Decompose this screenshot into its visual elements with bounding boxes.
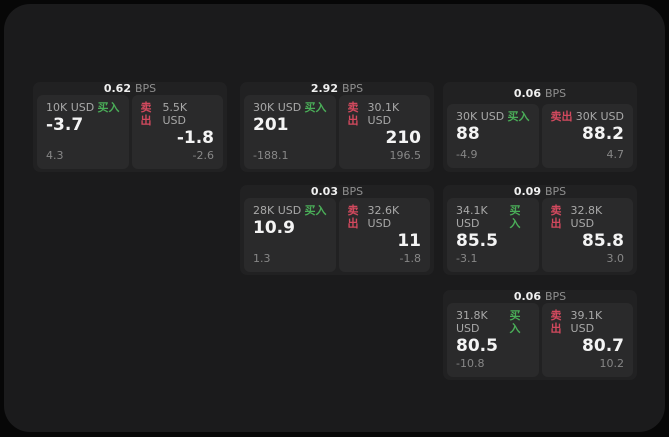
bps-unit: BPS — [341, 185, 364, 198]
buy-side-label: 买入 — [509, 309, 521, 336]
sell-quote-value: 210 — [385, 128, 422, 149]
buy-tile[interactable]: 34.1K USD 买入 85.5 -3.1 — [447, 198, 539, 272]
bps-value: 0.06 — [513, 86, 541, 100]
card-header: 0.06 BPS — [443, 82, 637, 104]
buy-amount-label: 30K USD — [253, 101, 302, 114]
sell-side-label: 卖出 — [550, 309, 562, 336]
buy-amount-label: 34.1K USD — [456, 204, 488, 231]
quote-card-5: 0.09 BPS 34.1K USD 买入 85.5 -3.1 卖出 32.8K… — [443, 185, 637, 275]
buy-quote-value: 10.9 — [253, 218, 295, 239]
sell-side-label: 卖出 — [550, 204, 562, 231]
sell-amount-label: 30K USD — [575, 110, 624, 123]
buy-side-label: 买入 — [97, 101, 120, 114]
sell-tile[interactable]: 卖出 30K USD 88.2 4.7 — [541, 104, 633, 168]
sell-delta-value: -2.6 — [192, 148, 214, 162]
buy-tile[interactable]: 28K USD 买入 10.9 1.3 — [244, 198, 336, 272]
buy-tile[interactable]: 30K USD 买入 88 -4.9 — [447, 104, 539, 168]
buy-amount-label: 28K USD — [253, 204, 302, 217]
buy-side-label: 买入 — [304, 101, 327, 114]
quote-card-6: 0.06 BPS 31.8K USD 买入 80.5 -10.8 卖出 39.1… — [443, 290, 637, 380]
buy-delta-value: 4.3 — [46, 148, 64, 162]
buy-amount-label: 30K USD — [456, 110, 505, 123]
sell-amount-label: 32.8K USD — [570, 204, 603, 231]
buy-side-label: 买入 — [304, 204, 327, 217]
buy-delta-value: -188.1 — [253, 148, 289, 162]
buy-quote-value: 85.5 — [456, 231, 498, 252]
sell-quote-value: 11 — [397, 231, 421, 252]
sell-side-label: 卖出 — [347, 101, 359, 128]
sell-side-label: 卖出 — [550, 110, 573, 123]
buy-quote-value: 88 — [456, 124, 480, 145]
sell-tile[interactable]: 卖出 32.6K USD 11 -1.8 — [338, 198, 430, 272]
quote-card-2: 2.92 BPS 30K USD 买入 201 -188.1 卖出 30.1K … — [240, 82, 434, 172]
buy-amount-label: 31.8K USD — [456, 309, 488, 336]
buy-quote-value: 80.5 — [456, 336, 498, 357]
bps-unit: BPS — [544, 290, 567, 303]
sell-quote-value: 85.8 — [582, 231, 624, 252]
quote-card-1: 0.62 BPS 10K USD 买入 -3.7 4.3 卖出 5.5K USD… — [33, 82, 227, 172]
sell-side-label: 卖出 — [347, 204, 359, 231]
sell-quote-value: 80.7 — [582, 336, 624, 357]
sell-amount-label: 32.6K USD — [367, 204, 400, 231]
sell-side-label: 卖出 — [140, 101, 152, 128]
sell-tile[interactable]: 卖出 5.5K USD -1.8 -2.6 — [131, 95, 223, 169]
sell-delta-value: 196.5 — [389, 148, 422, 162]
buy-delta-value: -10.8 — [456, 356, 485, 370]
bps-value: 0.09 — [513, 185, 541, 198]
sell-tile[interactable]: 卖出 30.1K USD 210 196.5 — [338, 95, 430, 169]
bps-unit: BPS — [544, 185, 567, 198]
card-header: 0.09 BPS — [443, 185, 637, 198]
sell-quote-value: -1.8 — [176, 128, 214, 149]
sell-delta-value: 3.0 — [606, 251, 625, 265]
sell-tile[interactable]: 卖出 39.1K USD 80.7 10.2 — [541, 303, 633, 377]
buy-side-label: 买入 — [507, 110, 530, 123]
buy-delta-value: -3.1 — [456, 251, 478, 265]
bps-value: 0.06 — [513, 290, 541, 303]
bps-value: 0.62 — [103, 82, 131, 95]
bps-value: 2.92 — [310, 82, 338, 95]
bps-value: 0.03 — [310, 185, 338, 198]
bps-unit: BPS — [134, 82, 157, 95]
card-header: 2.92 BPS — [240, 82, 434, 95]
bps-unit: BPS — [341, 82, 364, 95]
buy-side-label: 买入 — [509, 204, 521, 231]
sell-amount-label: 39.1K USD — [570, 309, 603, 336]
card-header: 0.62 BPS — [33, 82, 227, 95]
sell-quote-value: 88.2 — [582, 124, 624, 145]
quote-card-3: 0.06 BPS 30K USD 买入 88 -4.9 卖出 30K USD 8… — [443, 82, 637, 172]
buy-delta-value: -4.9 — [456, 148, 478, 161]
sell-delta-value: 4.7 — [606, 148, 625, 161]
buy-amount-label: 10K USD — [46, 101, 95, 114]
sell-amount-label: 30.1K USD — [367, 101, 400, 128]
card-header: 0.03 BPS — [240, 185, 434, 198]
card-header: 0.06 BPS — [443, 290, 637, 303]
sell-delta-value: 10.2 — [599, 356, 625, 370]
buy-quote-value: -3.7 — [46, 115, 84, 136]
buy-tile[interactable]: 30K USD 买入 201 -188.1 — [244, 95, 336, 169]
sell-delta-value: -1.8 — [399, 251, 421, 265]
buy-tile[interactable]: 31.8K USD 买入 80.5 -10.8 — [447, 303, 539, 377]
sell-tile[interactable]: 卖出 32.8K USD 85.8 3.0 — [541, 198, 633, 272]
buy-tile[interactable]: 10K USD 买入 -3.7 4.3 — [37, 95, 129, 169]
buy-delta-value: 1.3 — [253, 251, 271, 265]
quote-card-4: 0.03 BPS 28K USD 买入 10.9 1.3 卖出 32.6K US… — [240, 185, 434, 275]
sell-amount-label: 5.5K USD — [162, 101, 188, 128]
bps-unit: BPS — [544, 86, 567, 100]
buy-quote-value: 201 — [253, 115, 289, 136]
